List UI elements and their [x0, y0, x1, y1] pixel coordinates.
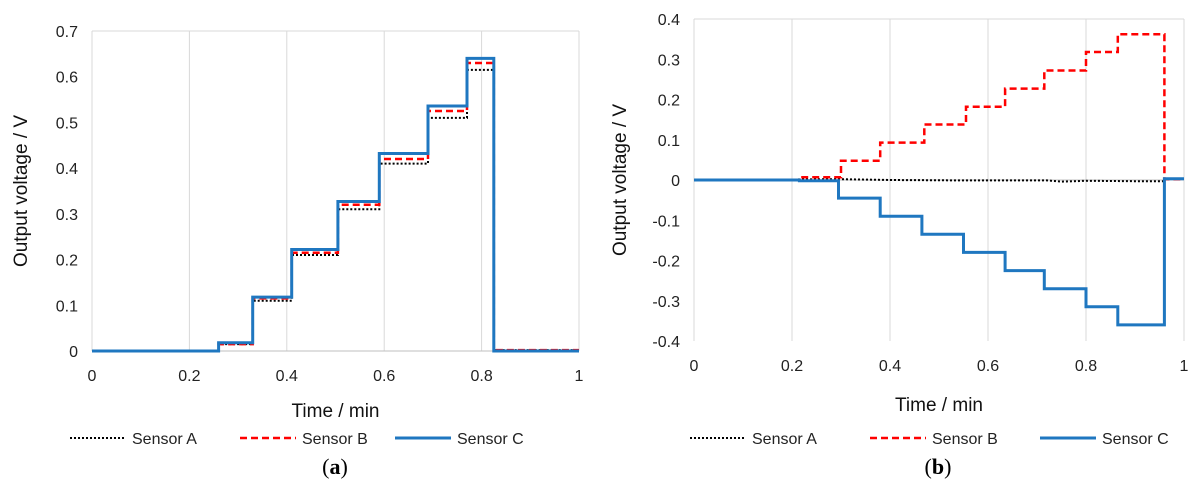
y-tick-label: -0.2: [652, 254, 680, 271]
legend-label: Sensor B: [302, 431, 368, 448]
legend-label: Sensor C: [457, 431, 524, 448]
caption-paren-open: (: [925, 454, 932, 479]
x-tick-label: 0.2: [781, 358, 803, 375]
y-tick-label: -0.4: [652, 334, 680, 351]
series-line-sensor-a: [92, 68, 579, 352]
y-axis-label: Output voltage / V: [11, 115, 32, 267]
caption-letter: b: [932, 454, 944, 479]
y-tick-label: 0.4: [56, 161, 78, 178]
y-tick-label: 0.3: [56, 207, 78, 224]
y-tick-label: 0.7: [56, 24, 78, 41]
y-tick-label: -0.1: [652, 213, 680, 230]
y-tick-label: 0.2: [658, 93, 680, 110]
series-line-sensor-c: [694, 177, 1184, 327]
y-tick-label: 0: [671, 173, 680, 190]
y-tick-label: 0.5: [56, 115, 78, 132]
chart-panel-a: 0 0.2 0.4 0.6 0.8 1 0 0.1 0.2 0.3 0.4 0.5 0.6 0.7 Time…: [11, 24, 584, 479]
x-tick-label: 0: [88, 368, 97, 385]
legend-label: Sensor C: [1102, 431, 1169, 448]
x-axis-label: Time / min: [895, 395, 983, 416]
panel-caption: (a): [322, 454, 348, 479]
y-tick-label: 0.4: [658, 12, 680, 29]
x-tick-label: 0.2: [178, 368, 200, 385]
panel-caption: (b): [925, 454, 952, 479]
caption-paren-open: (: [322, 454, 329, 479]
y-tick-label: -0.3: [652, 294, 680, 311]
y-tick-label: 0.1: [56, 298, 78, 315]
series-line-sensor-a: [693, 178, 1165, 183]
legend-label: Sensor A: [752, 431, 817, 448]
y-tick-label: 0.1: [658, 133, 680, 150]
caption-letter: a: [330, 454, 341, 479]
x-tick-label: 1: [575, 368, 584, 385]
y-tick-label: 0: [69, 344, 78, 361]
y-axis-label: Output voltage / V: [610, 104, 631, 256]
y-tick-label: 0.3: [658, 52, 680, 69]
x-tick-label: 1: [1180, 358, 1189, 375]
y-tick-label: 0.2: [56, 253, 78, 270]
y-tick-label: 0.6: [56, 70, 78, 87]
x-tick-label: 0.8: [1075, 358, 1097, 375]
x-tick-label: 0.4: [879, 358, 901, 375]
series-line-sensor-c: [92, 56, 579, 353]
chart-panel-b: 0 0.2 0.4 0.6 0.8 1 0.4 0.3 0.2 0.1 0 -0.1 -0.2 -0.3 -…: [610, 12, 1189, 479]
series-line-sensor-b: [92, 61, 579, 353]
series-line-sensor-b: [694, 33, 1184, 182]
caption-paren-close: ): [944, 454, 951, 479]
x-tick-label: 0.4: [276, 368, 298, 385]
x-tick-label: 0.6: [373, 368, 395, 385]
x-axis-label: Time / min: [292, 401, 380, 422]
legend-label: Sensor A: [132, 431, 197, 448]
caption-paren-close: ): [341, 454, 348, 479]
x-tick-label: 0.8: [470, 368, 492, 385]
legend-label: Sensor B: [932, 431, 998, 448]
x-tick-label: 0: [690, 358, 699, 375]
x-tick-label: 0.6: [977, 358, 999, 375]
